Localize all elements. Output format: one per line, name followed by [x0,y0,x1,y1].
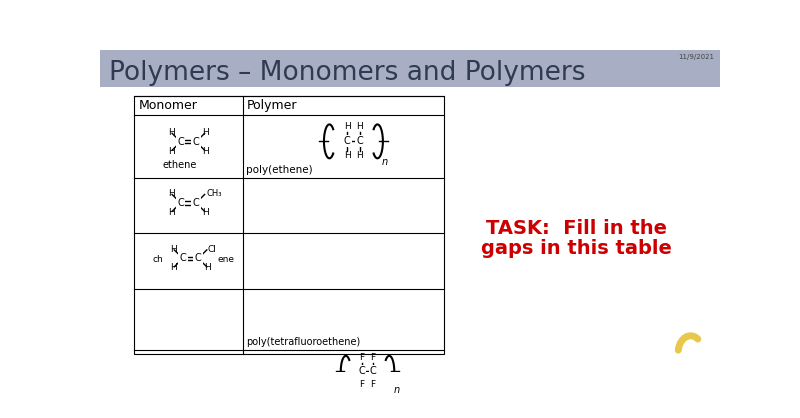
Text: H: H [168,189,174,198]
Text: Polymer: Polymer [247,99,298,112]
Text: H: H [170,245,177,254]
Text: H: H [168,147,174,155]
Text: n: n [394,385,400,395]
Text: TASK:  Fill in the: TASK: Fill in the [486,219,667,238]
Bar [100,50,720,87]
Text: ene: ene [218,255,234,264]
Text: H: H [344,122,350,131]
Text: C: C [370,366,376,376]
Text: C: C [179,253,186,263]
Text: F: F [359,380,365,390]
Text: C: C [178,198,184,208]
Text: C: C [178,137,184,147]
Text: H: H [202,208,209,217]
Text: C: C [193,198,199,208]
Bar [134,97,444,354]
Text: poly(ethene): poly(ethene) [246,165,313,175]
Text: C: C [195,253,202,263]
Text: H: H [344,151,350,161]
Text: C: C [358,366,366,376]
Text: gaps in this table: gaps in this table [481,240,672,258]
Text: poly(tetrafluoroethene): poly(tetrafluoroethene) [246,336,361,347]
Text: F: F [359,353,365,362]
Text: H: H [168,128,174,137]
Text: C: C [193,137,199,147]
Text: ch: ch [153,255,163,264]
Text: H: H [168,208,174,217]
Text: Cl: Cl [207,245,217,254]
Text: H: H [202,128,209,137]
Text: H: H [204,263,211,272]
Text: Monomer: Monomer [138,99,198,112]
Text: Polymers – Monomers and Polymers: Polymers – Monomers and Polymers [110,60,586,86]
Text: H: H [202,147,209,155]
Text: F: F [370,353,375,362]
Text: H: H [356,151,363,161]
Text: CH₃: CH₃ [206,189,222,198]
Text: H: H [356,122,363,131]
Text: n: n [382,157,388,167]
Text: 11/9/2021: 11/9/2021 [678,54,714,60]
Text: F: F [370,380,375,390]
Text: C: C [356,136,363,146]
Text: C: C [344,136,350,146]
Text: H: H [170,263,177,272]
Text: ethene: ethene [162,160,197,170]
